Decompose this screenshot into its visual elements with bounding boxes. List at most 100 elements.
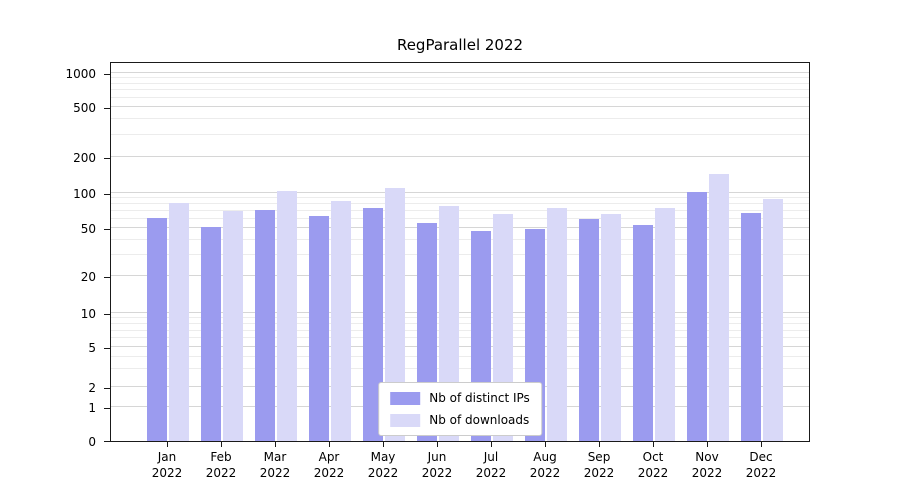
minor-gridline	[111, 96, 809, 98]
y-tick-mark	[104, 107, 110, 109]
minor-gridline	[111, 368, 809, 370]
x-tick-month: Dec	[749, 450, 773, 464]
minor-gridline	[111, 210, 809, 212]
bar-distinct-ips	[363, 207, 383, 441]
bar-downloads	[763, 199, 783, 441]
x-tick-month: Aug	[533, 450, 557, 464]
y-tick-mark	[104, 193, 110, 195]
major-gridline	[111, 71, 809, 73]
y-axis-tick-label: 50	[80, 222, 96, 237]
x-tick-mark	[275, 442, 276, 447]
bar-downloads	[277, 190, 297, 441]
y-axis: 0 1 2 5 10 20 50 100 200 500 1000	[0, 62, 110, 449]
y-tick-mark	[104, 157, 110, 159]
minor-gridline	[111, 355, 809, 357]
x-axis-tick-label: Dec 2022	[725, 449, 797, 481]
minor-gridline	[111, 238, 809, 240]
y-axis-tick-label: 100	[73, 186, 96, 201]
x-tick-year: 2022	[691, 466, 723, 480]
bar-distinct-ips	[201, 227, 221, 441]
y-axis-tick-label: 500	[73, 100, 96, 115]
legend-label-distinct-ips: Nb of distinct IPs	[429, 391, 530, 405]
y-axis-tick-label: 200	[73, 150, 96, 165]
minor-gridline	[111, 217, 809, 219]
y-axis-tick-label: 20	[80, 269, 96, 284]
x-tick-month: Jun	[427, 450, 447, 464]
major-gridline	[111, 311, 809, 313]
x-tick-year: 2022	[367, 466, 399, 480]
x-axis-tick-label: Jun 2022	[401, 449, 473, 481]
x-axis-tick-label: Nov 2022	[671, 449, 743, 481]
x-tick-month: Jan	[157, 450, 177, 464]
x-axis-tick-label: Apr 2022	[293, 449, 365, 481]
x-tick-year: 2022	[259, 466, 291, 480]
x-tick-mark	[437, 442, 438, 447]
major-gridline	[111, 346, 809, 348]
chart-title: RegParallel 2022	[396, 36, 524, 54]
x-axis-tick-label: Jul 2022	[455, 449, 527, 481]
minor-gridline	[111, 82, 809, 84]
bar-downloads	[655, 207, 675, 441]
bar-downloads	[547, 207, 567, 441]
x-tick-month: Mar	[263, 450, 287, 464]
bar-downloads	[385, 187, 405, 441]
minor-gridline	[111, 89, 809, 91]
minor-gridline	[111, 203, 809, 205]
minor-gridline	[111, 317, 809, 319]
bar-downloads	[331, 201, 351, 441]
x-tick-mark	[329, 442, 330, 447]
bar-distinct-ips	[309, 216, 329, 441]
minor-gridline	[111, 337, 809, 339]
x-tick-year: 2022	[205, 466, 237, 480]
x-tick-mark	[383, 442, 384, 447]
minor-gridline	[111, 253, 809, 255]
y-axis-tick-label: 2	[88, 381, 96, 396]
minor-gridline	[111, 117, 809, 119]
bar-downloads	[223, 211, 243, 441]
x-tick-mark	[491, 442, 492, 447]
x-tick-mark	[221, 442, 222, 447]
x-tick-year: 2022	[745, 466, 777, 480]
x-tick-year: 2022	[583, 466, 615, 480]
x-axis-tick-label: May 2022	[347, 449, 419, 481]
x-tick-month: Apr	[318, 450, 340, 464]
bar-distinct-ips	[633, 225, 653, 441]
x-tick-month: Nov	[695, 450, 719, 464]
legend-item-downloads: Nb of downloads	[390, 413, 530, 427]
major-gridline	[111, 274, 809, 276]
x-tick-mark	[545, 442, 546, 447]
bar-distinct-ips	[255, 209, 275, 441]
y-tick-mark	[104, 276, 110, 278]
y-tick-mark	[104, 73, 110, 75]
major-gridline	[111, 227, 809, 229]
x-tick-year: 2022	[313, 466, 345, 480]
x-axis-tick-label: Mar 2022	[239, 449, 311, 481]
y-tick-mark	[104, 408, 110, 410]
y-axis-tick-label: 5	[88, 341, 96, 356]
legend-item-distinct-ips: Nb of distinct IPs	[390, 391, 530, 405]
x-tick-month: Sep	[587, 450, 611, 464]
major-gridline	[111, 191, 809, 193]
x-axis: Jan 2022 Feb 2022 Mar 2022 Apr 2022 May 2022 Jun 20…	[110, 442, 810, 498]
legend: Nb of distinct IPs Nb of downloads	[378, 382, 542, 436]
major-gridline	[111, 105, 809, 107]
x-axis-tick-label: Sep 2022	[563, 449, 635, 481]
x-tick-year: 2022	[151, 466, 183, 480]
x-tick-mark	[761, 442, 762, 447]
y-axis-tick-label: 10	[80, 306, 96, 321]
minor-gridline	[111, 322, 809, 324]
x-tick-year: 2022	[637, 466, 669, 480]
x-axis-tick-label: Aug 2022	[509, 449, 581, 481]
y-tick-mark	[104, 313, 110, 315]
minor-gridline	[111, 133, 809, 135]
y-axis-tick-label: 1	[88, 401, 96, 416]
x-tick-month: Oct	[642, 450, 664, 464]
x-axis-tick-label: Feb 2022	[185, 449, 257, 481]
y-tick-mark	[104, 348, 110, 350]
x-tick-year: 2022	[421, 466, 453, 480]
x-tick-year: 2022	[529, 466, 561, 480]
bar-distinct-ips	[687, 191, 707, 441]
x-axis-tick-label: Jan 2022	[131, 449, 203, 481]
y-tick-mark	[104, 388, 110, 390]
